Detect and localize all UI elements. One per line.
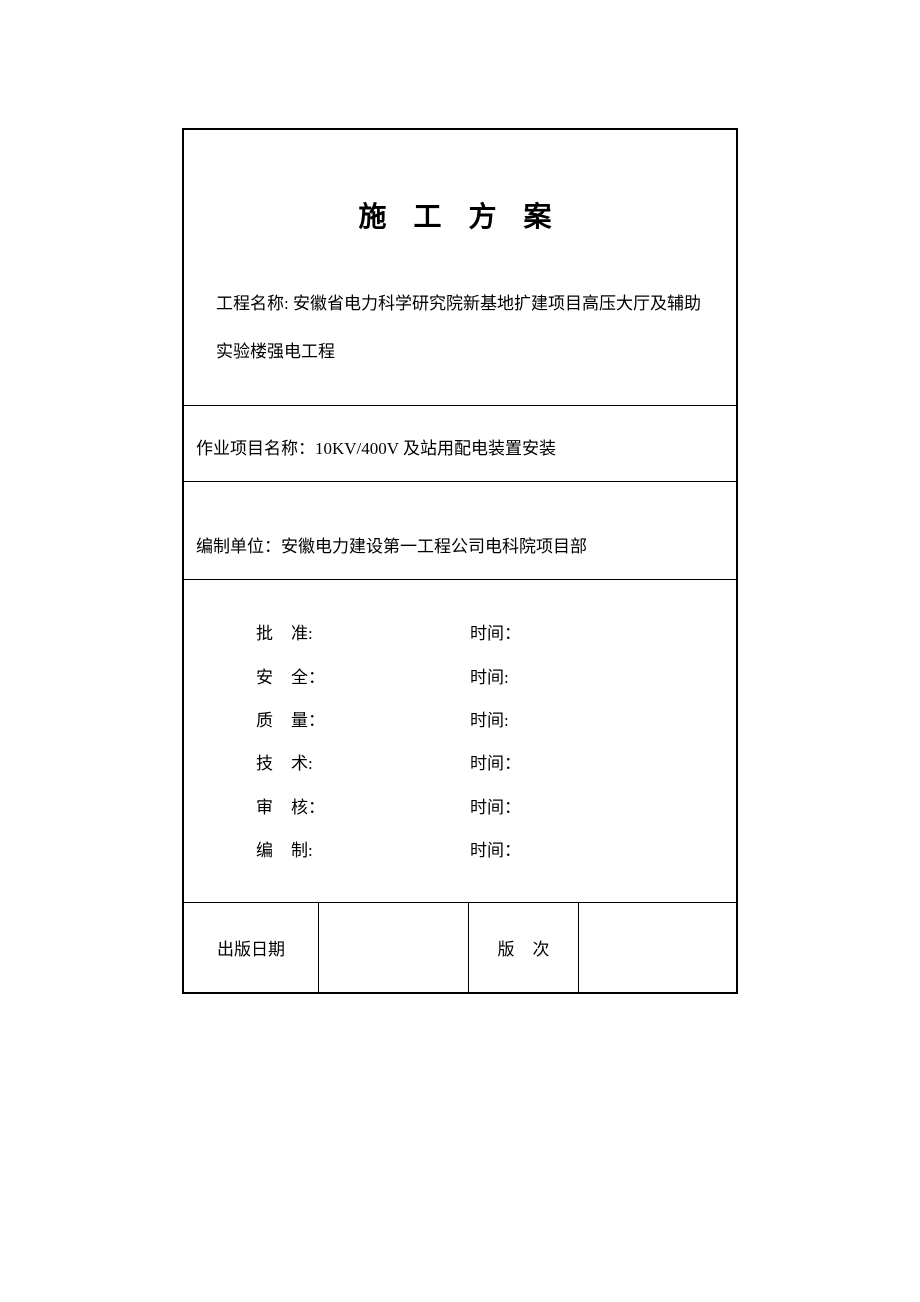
project-name-label: 工程名称:	[216, 294, 289, 313]
signature-row: 审核： 时间：	[184, 786, 736, 829]
project-name-section: 工程名称: 安徽省电力科学研究院新基地扩建项目高压大厅及辅助实验楼强电工程	[204, 235, 716, 375]
signature-row: 安全： 时间:	[184, 656, 736, 699]
org-label: 编制单位：	[196, 537, 281, 556]
pub-date-value	[319, 903, 469, 992]
sig-compile-label: 编制:	[184, 829, 460, 872]
sig-safety-label: 安全：	[184, 656, 460, 699]
signature-section: 批准: 时间： 安全： 时间: 质量： 时间: 技术: 时间： 审核： 时间： …	[184, 580, 736, 903]
sig-tech-time: 时间：	[460, 742, 736, 785]
document-title: 施 工 方 案	[204, 195, 716, 235]
signature-row: 编制: 时间：	[184, 829, 736, 872]
sig-tech-label: 技术:	[184, 742, 460, 785]
sig-safety-time: 时间:	[460, 656, 736, 699]
sig-review-time: 时间：	[460, 786, 736, 829]
sig-quality-label: 质量：	[184, 699, 460, 742]
sig-review-label: 审核：	[184, 786, 460, 829]
org-value: 安徽电力建设第一工程公司电科院项目部	[281, 537, 587, 556]
sig-quality-time: 时间:	[460, 699, 736, 742]
version-value	[579, 903, 736, 992]
signature-row: 质量： 时间:	[184, 699, 736, 742]
work-item-label: 作业项目名称：	[196, 439, 315, 458]
work-item-section: 作业项目名称：10KV/400V 及站用配电装置安装	[184, 406, 736, 482]
footer-row: 出版日期 版次	[184, 903, 736, 992]
sig-compile-time: 时间：	[460, 829, 736, 872]
signature-row: 批准: 时间：	[184, 612, 736, 655]
org-section: 编制单位：安徽电力建设第一工程公司电科院项目部	[184, 482, 736, 580]
work-item-value: 10KV/400V 及站用配电装置安装	[315, 439, 556, 458]
title-section: 施 工 方 案 工程名称: 安徽省电力科学研究院新基地扩建项目高压大厅及辅助实验…	[184, 130, 736, 405]
signature-row: 技术: 时间：	[184, 742, 736, 785]
document-container: 施 工 方 案 工程名称: 安徽省电力科学研究院新基地扩建项目高压大厅及辅助实验…	[182, 128, 738, 994]
version-label: 版次	[469, 903, 579, 992]
project-name-value: 安徽省电力科学研究院新基地扩建项目高压大厅及辅助实验楼强电工程	[216, 294, 701, 361]
pub-date-label: 出版日期	[184, 903, 319, 992]
sig-approve-time: 时间：	[460, 612, 736, 655]
sig-approve-label: 批准:	[184, 612, 460, 655]
